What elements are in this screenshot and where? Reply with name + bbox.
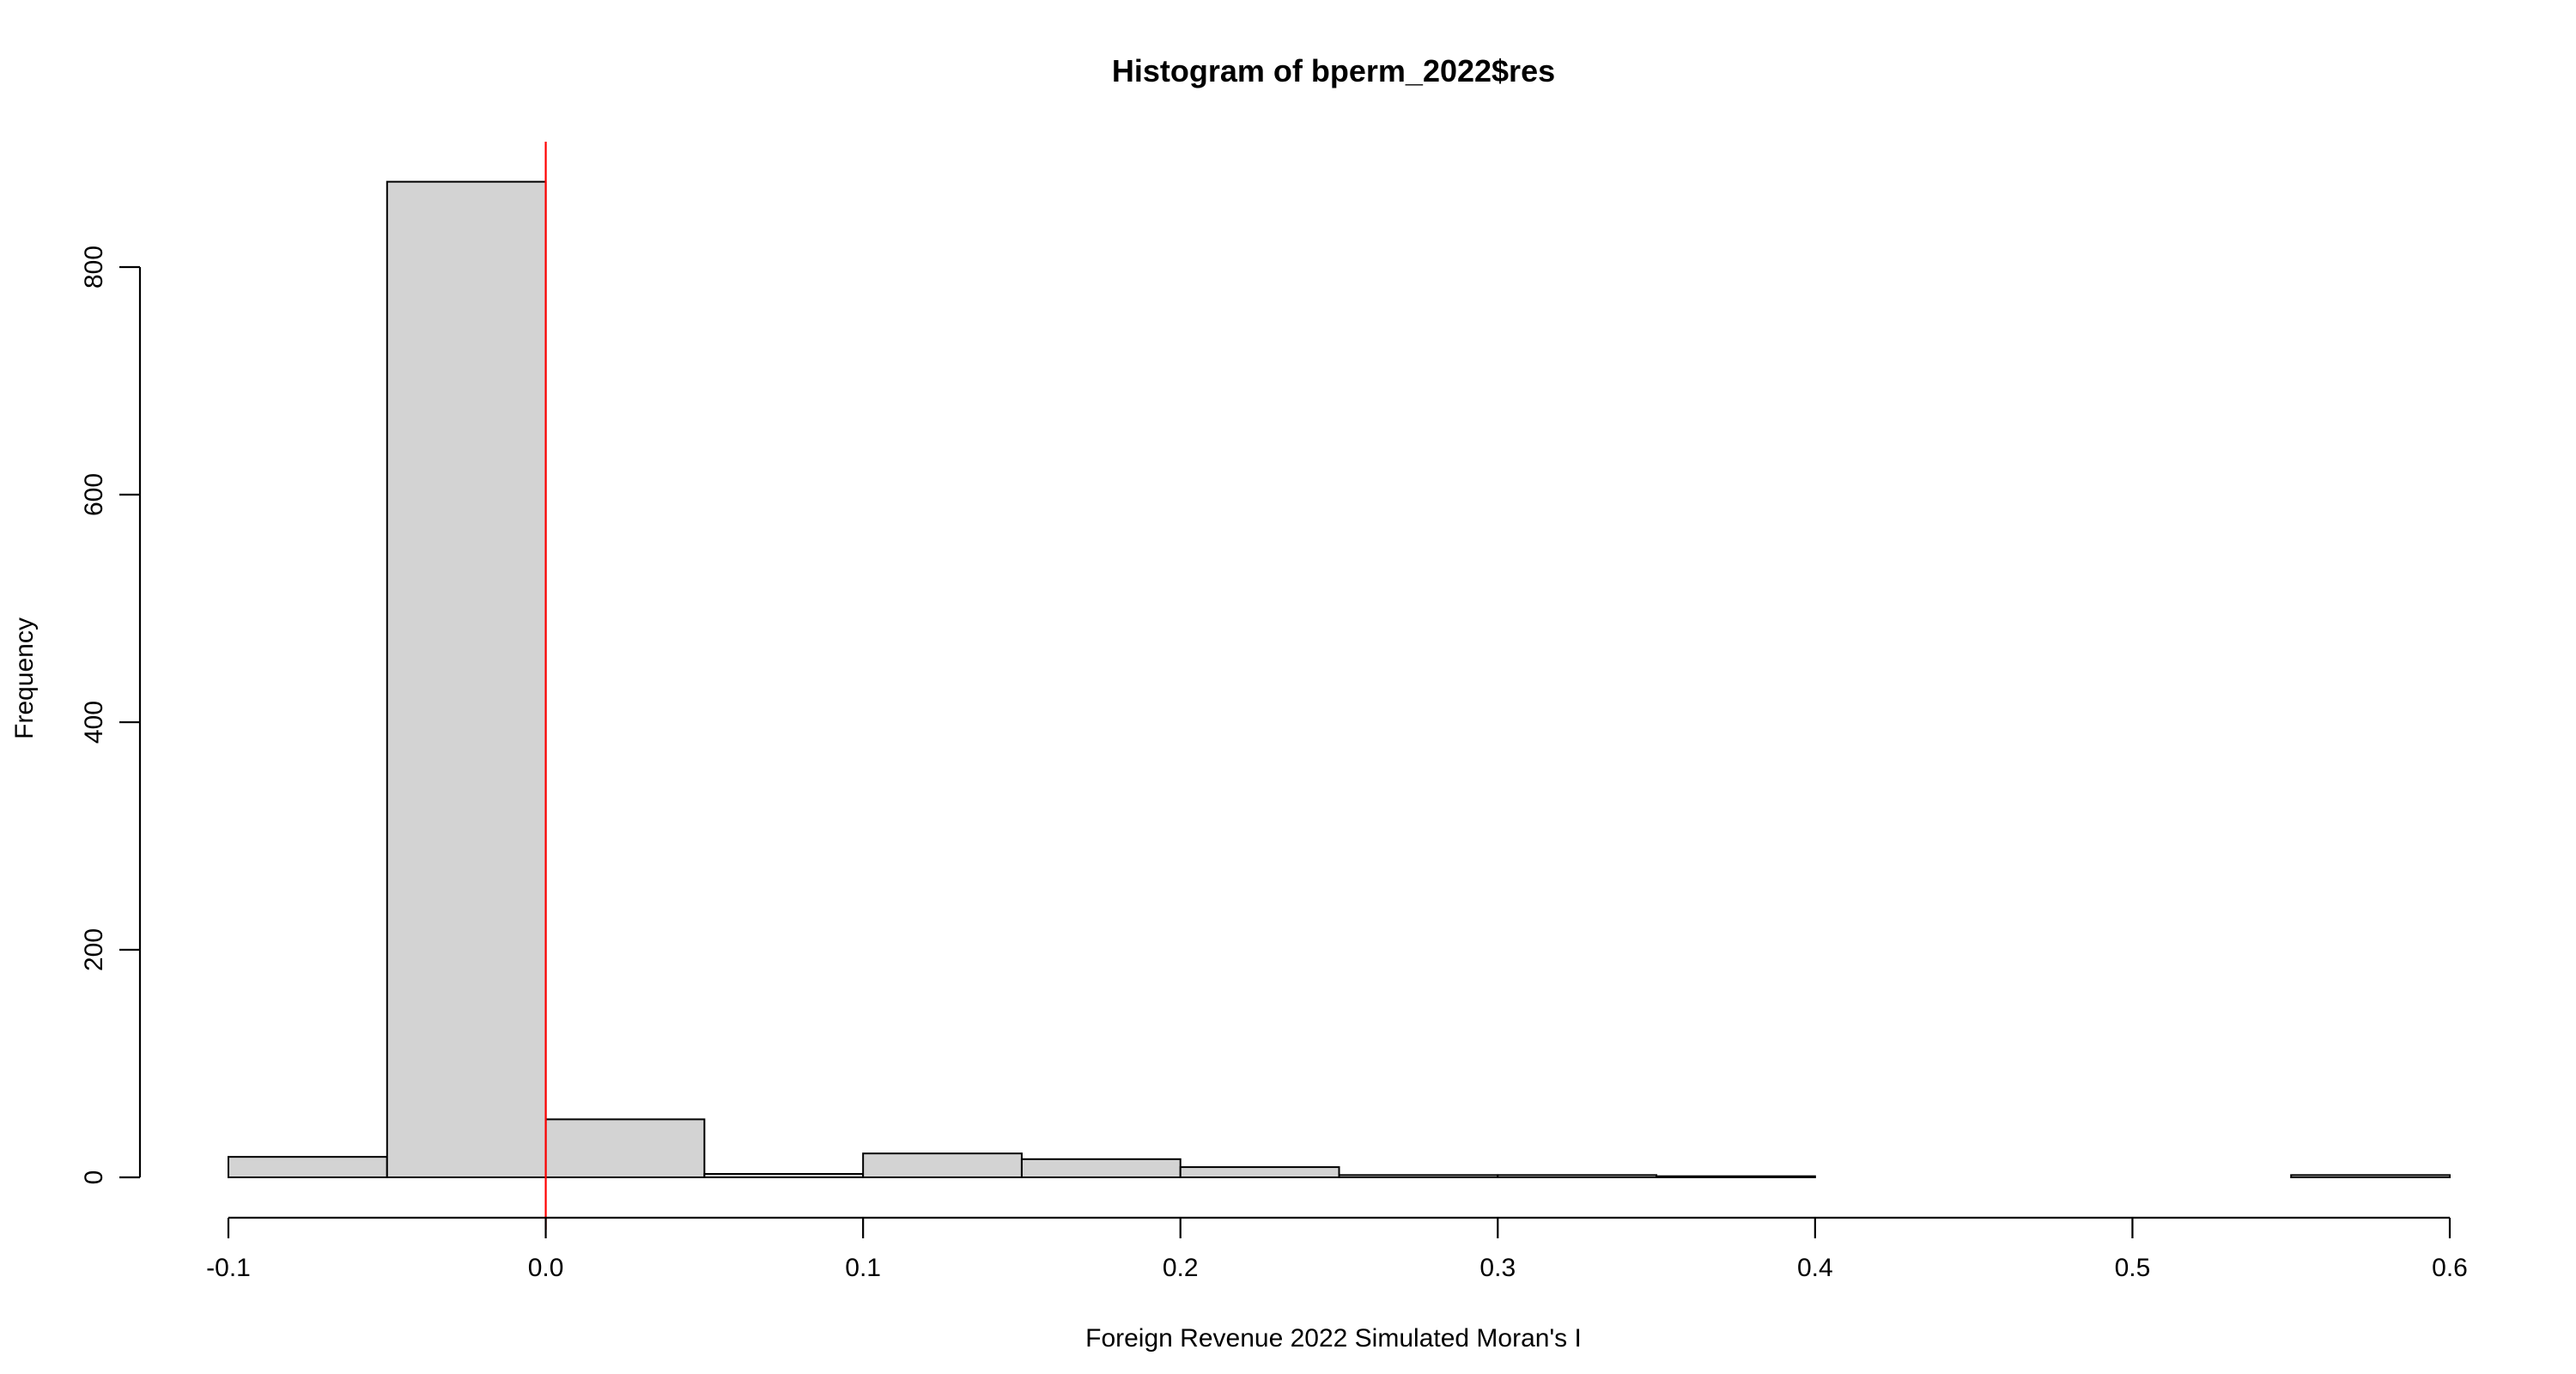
y-tick-label-2: 400: [80, 701, 108, 744]
chart-title: Histogram of bperm_2022$res: [1112, 53, 1555, 88]
x-axis: -0.1 0.0 0.1 0.2 0.3 0.4 0.5 0.6: [206, 1216, 2468, 1282]
y-tick-label-4: 800: [80, 246, 108, 289]
y-axis: 0 200 400 600 800: [80, 246, 142, 1185]
histogram-bar-5: [1020, 1158, 1182, 1179]
histogram-bar-6: [1179, 1166, 1340, 1178]
histogram-bar-13: [2290, 1174, 2451, 1178]
histogram-bar-9: [1656, 1175, 1816, 1179]
x-tick-label-3: 0.2: [1163, 1254, 1199, 1282]
y-axis-label: Frequency: [10, 617, 39, 739]
histogram-bar-2: [544, 1118, 706, 1179]
x-axis-label: Foreign Revenue 2022 Simulated Moran's I: [1085, 1324, 1582, 1353]
histogram-bar-1: [386, 180, 547, 1178]
x-tick-label-6: 0.5: [2115, 1254, 2151, 1282]
histogram-bar-0: [228, 1156, 388, 1179]
x-tick-label-7: 0.6: [2432, 1254, 2468, 1282]
x-tick-label-2: 0.1: [845, 1254, 881, 1282]
histogram-bars: [228, 180, 2451, 1179]
histogram-bar-4: [862, 1152, 1023, 1179]
histogram-bar-3: [703, 1173, 865, 1179]
x-tick-label-5: 0.4: [1797, 1254, 1833, 1282]
histogram-bar-7: [1338, 1174, 1499, 1178]
y-tick-label-1: 200: [80, 928, 108, 971]
x-tick-label-0: -0.1: [206, 1254, 251, 1282]
y-tick-label-3: 600: [80, 473, 108, 516]
x-tick-label-4: 0.3: [1479, 1254, 1516, 1282]
histogram-bar-8: [1497, 1174, 1658, 1178]
x-tick-label-1: 0.0: [528, 1254, 564, 1282]
y-tick-label-0: 0: [80, 1170, 108, 1185]
